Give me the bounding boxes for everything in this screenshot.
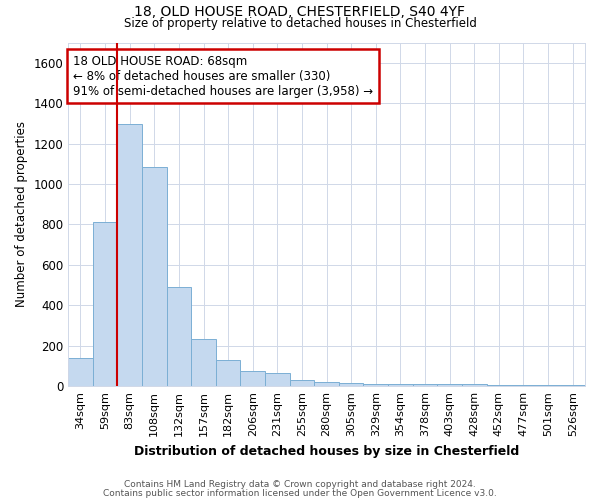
Bar [216,360,241,386]
Bar [93,222,118,386]
Bar [388,384,413,386]
Text: Contains HM Land Registry data © Crown copyright and database right 2024.: Contains HM Land Registry data © Crown c… [124,480,476,489]
Bar [413,384,437,386]
Bar [487,385,511,386]
Bar [437,384,462,386]
Bar [560,385,585,386]
Bar [191,338,216,386]
Text: Size of property relative to detached houses in Chesterfield: Size of property relative to detached ho… [124,18,476,30]
Bar [462,384,487,386]
Bar [142,167,167,386]
Bar [118,124,142,386]
Text: 18, OLD HOUSE ROAD, CHESTERFIELD, S40 4YF: 18, OLD HOUSE ROAD, CHESTERFIELD, S40 4Y… [134,5,466,19]
Bar [290,380,314,386]
Y-axis label: Number of detached properties: Number of detached properties [15,122,28,308]
Bar [339,383,364,386]
Bar [265,373,290,386]
Bar [536,385,560,386]
Text: Contains public sector information licensed under the Open Government Licence v3: Contains public sector information licen… [103,488,497,498]
Bar [364,384,388,386]
Text: 18 OLD HOUSE ROAD: 68sqm
← 8% of detached houses are smaller (330)
91% of semi-d: 18 OLD HOUSE ROAD: 68sqm ← 8% of detache… [73,54,373,98]
Bar [314,382,339,386]
Bar [167,287,191,386]
Bar [241,371,265,386]
X-axis label: Distribution of detached houses by size in Chesterfield: Distribution of detached houses by size … [134,444,519,458]
Bar [68,358,93,386]
Bar [511,385,536,386]
